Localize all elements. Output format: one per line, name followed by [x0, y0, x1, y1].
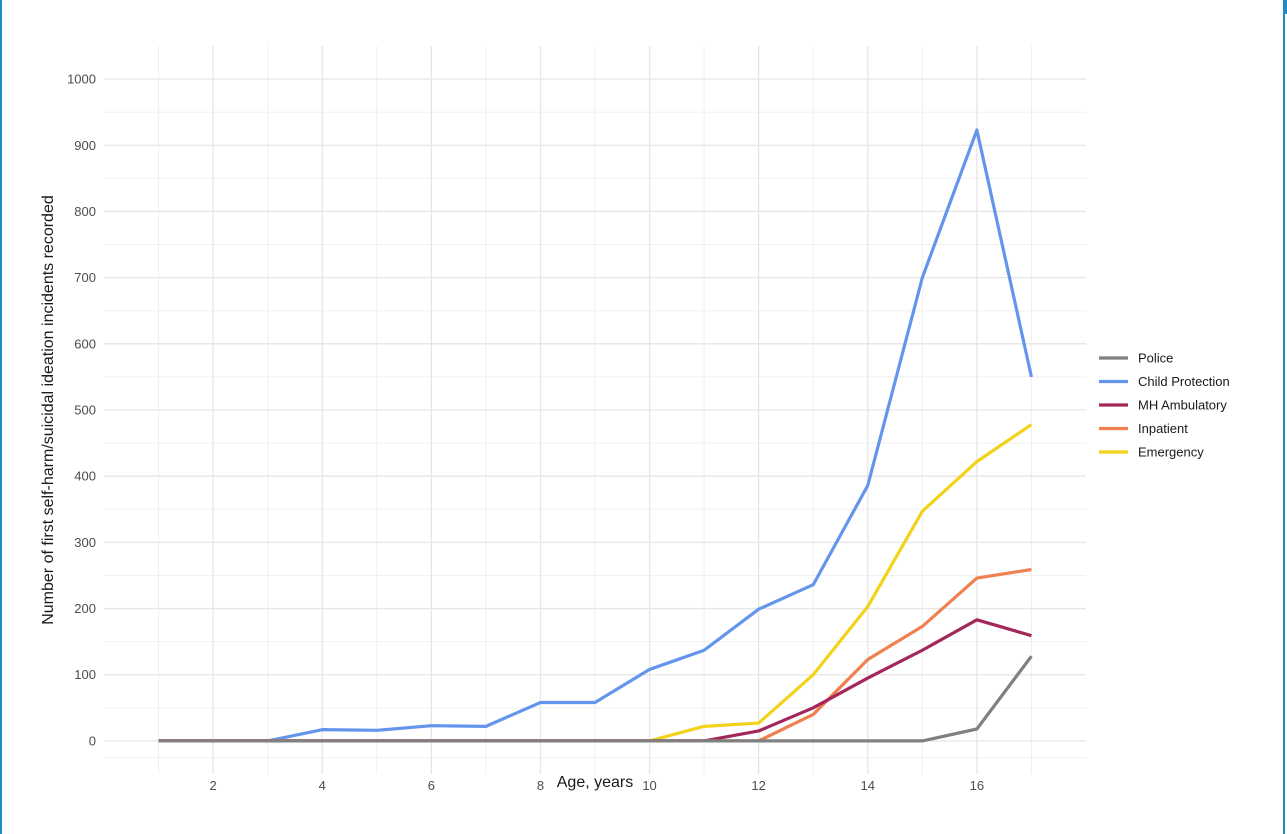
y-tick-label: 300	[74, 535, 96, 550]
legend-label: Inpatient	[1138, 421, 1188, 436]
y-tick-label: 1000	[67, 72, 96, 87]
x-tick-label: 6	[428, 778, 435, 793]
legend-label: Emergency	[1138, 445, 1204, 460]
y-tick-label: 0	[89, 733, 96, 748]
x-tick-label: 4	[319, 778, 326, 793]
x-tick-label: 14	[861, 778, 875, 793]
legend-item: Child Protection	[1099, 374, 1230, 389]
x-tick-label: 12	[751, 778, 765, 793]
x-tick-label: 10	[642, 778, 656, 793]
x-tick-label: 16	[970, 778, 984, 793]
y-tick-label: 500	[74, 403, 96, 418]
y-tick-label: 100	[74, 667, 96, 682]
y-tick-label: 600	[74, 336, 96, 351]
y-axis-tick-labels: 0 100 200 300 400 500 600 700 800 900 1000	[67, 72, 96, 749]
y-tick-label: 700	[74, 270, 96, 285]
series-lines	[158, 128, 1034, 743]
legend: Police Child Protection MH Ambulatory Inpat…	[1099, 351, 1230, 460]
x-axis-tick-labels: 2 4 6 8 10 12 14 16	[209, 778, 984, 793]
x-tick-label: 8	[537, 778, 544, 793]
series-line-child-protection	[158, 128, 1034, 743]
y-axis-title: Number of first self-harm/suicidal ideat…	[40, 195, 57, 625]
legend-item: MH Ambulatory	[1099, 398, 1227, 413]
legend-label: MH Ambulatory	[1138, 398, 1227, 413]
y-tick-label: 400	[74, 469, 96, 484]
y-tick-label: 800	[74, 204, 96, 219]
y-tick-label: 900	[74, 138, 96, 153]
y-tick-label: 200	[74, 601, 96, 616]
x-tick-label: 2	[209, 778, 216, 793]
legend-item: Police	[1099, 351, 1173, 366]
legend-item: Emergency	[1099, 445, 1204, 460]
series-line-police	[158, 655, 1033, 743]
legend-label: Police	[1138, 351, 1173, 366]
x-axis-title: Age, years	[557, 774, 633, 791]
legend-label: Child Protection	[1138, 374, 1230, 389]
legend-item: Inpatient	[1099, 421, 1188, 436]
